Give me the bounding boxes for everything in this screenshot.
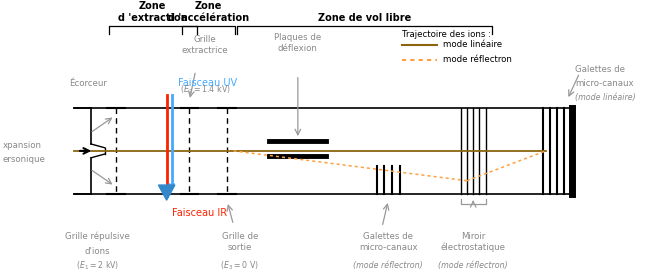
Text: $(E_2 = 1.4\ \mathrm{kV})$: $(E_2 = 1.4\ \mathrm{kV})$ [180,84,230,96]
Text: $(E_1 = 2\ \mathrm{kV})$: $(E_1 = 2\ \mathrm{kV})$ [75,260,119,272]
Text: (mode réflectron): (mode réflectron) [438,261,508,270]
Text: Faisceau UV: Faisceau UV [178,78,237,88]
Text: mode linéaire: mode linéaire [443,40,502,49]
Text: Grille
extractrice: Grille extractrice [182,35,228,55]
Text: Zone
d 'accélération: Zone d 'accélération [167,1,249,23]
Text: Zone de vol libre: Zone de vol libre [318,13,411,23]
Text: xpansion: xpansion [3,141,42,150]
Polygon shape [158,185,175,200]
Text: micro-canaux: micro-canaux [576,79,634,88]
Text: Galettes de: Galettes de [576,65,626,74]
Text: Plaques de
déflexion: Plaques de déflexion [275,33,321,53]
Text: d'ions: d'ions [84,247,110,256]
Text: Grille de
sortie: Grille de sortie [221,232,258,252]
Text: Zone
d 'extraction: Zone d 'extraction [118,1,188,23]
Text: Grille répulsive: Grille répulsive [65,232,130,241]
Text: (mode linéaire): (mode linéaire) [576,93,636,102]
Text: Écorceur: Écorceur [69,79,106,88]
Text: Faisceau IR: Faisceau IR [172,208,227,218]
Text: $(E_3 = 0\ \mathrm{V})$: $(E_3 = 0\ \mathrm{V})$ [221,260,259,272]
Text: Galettes de
micro-canaux: Galettes de micro-canaux [359,232,418,252]
Text: mode réflectron: mode réflectron [443,55,512,64]
Text: (mode réflectron): (mode réflectron) [354,261,423,270]
Text: Trajectoire des ions :: Trajectoire des ions : [402,31,491,40]
Text: ersonique: ersonique [3,155,45,164]
Text: Miroir
électrostatique: Miroir électrostatique [441,232,506,252]
